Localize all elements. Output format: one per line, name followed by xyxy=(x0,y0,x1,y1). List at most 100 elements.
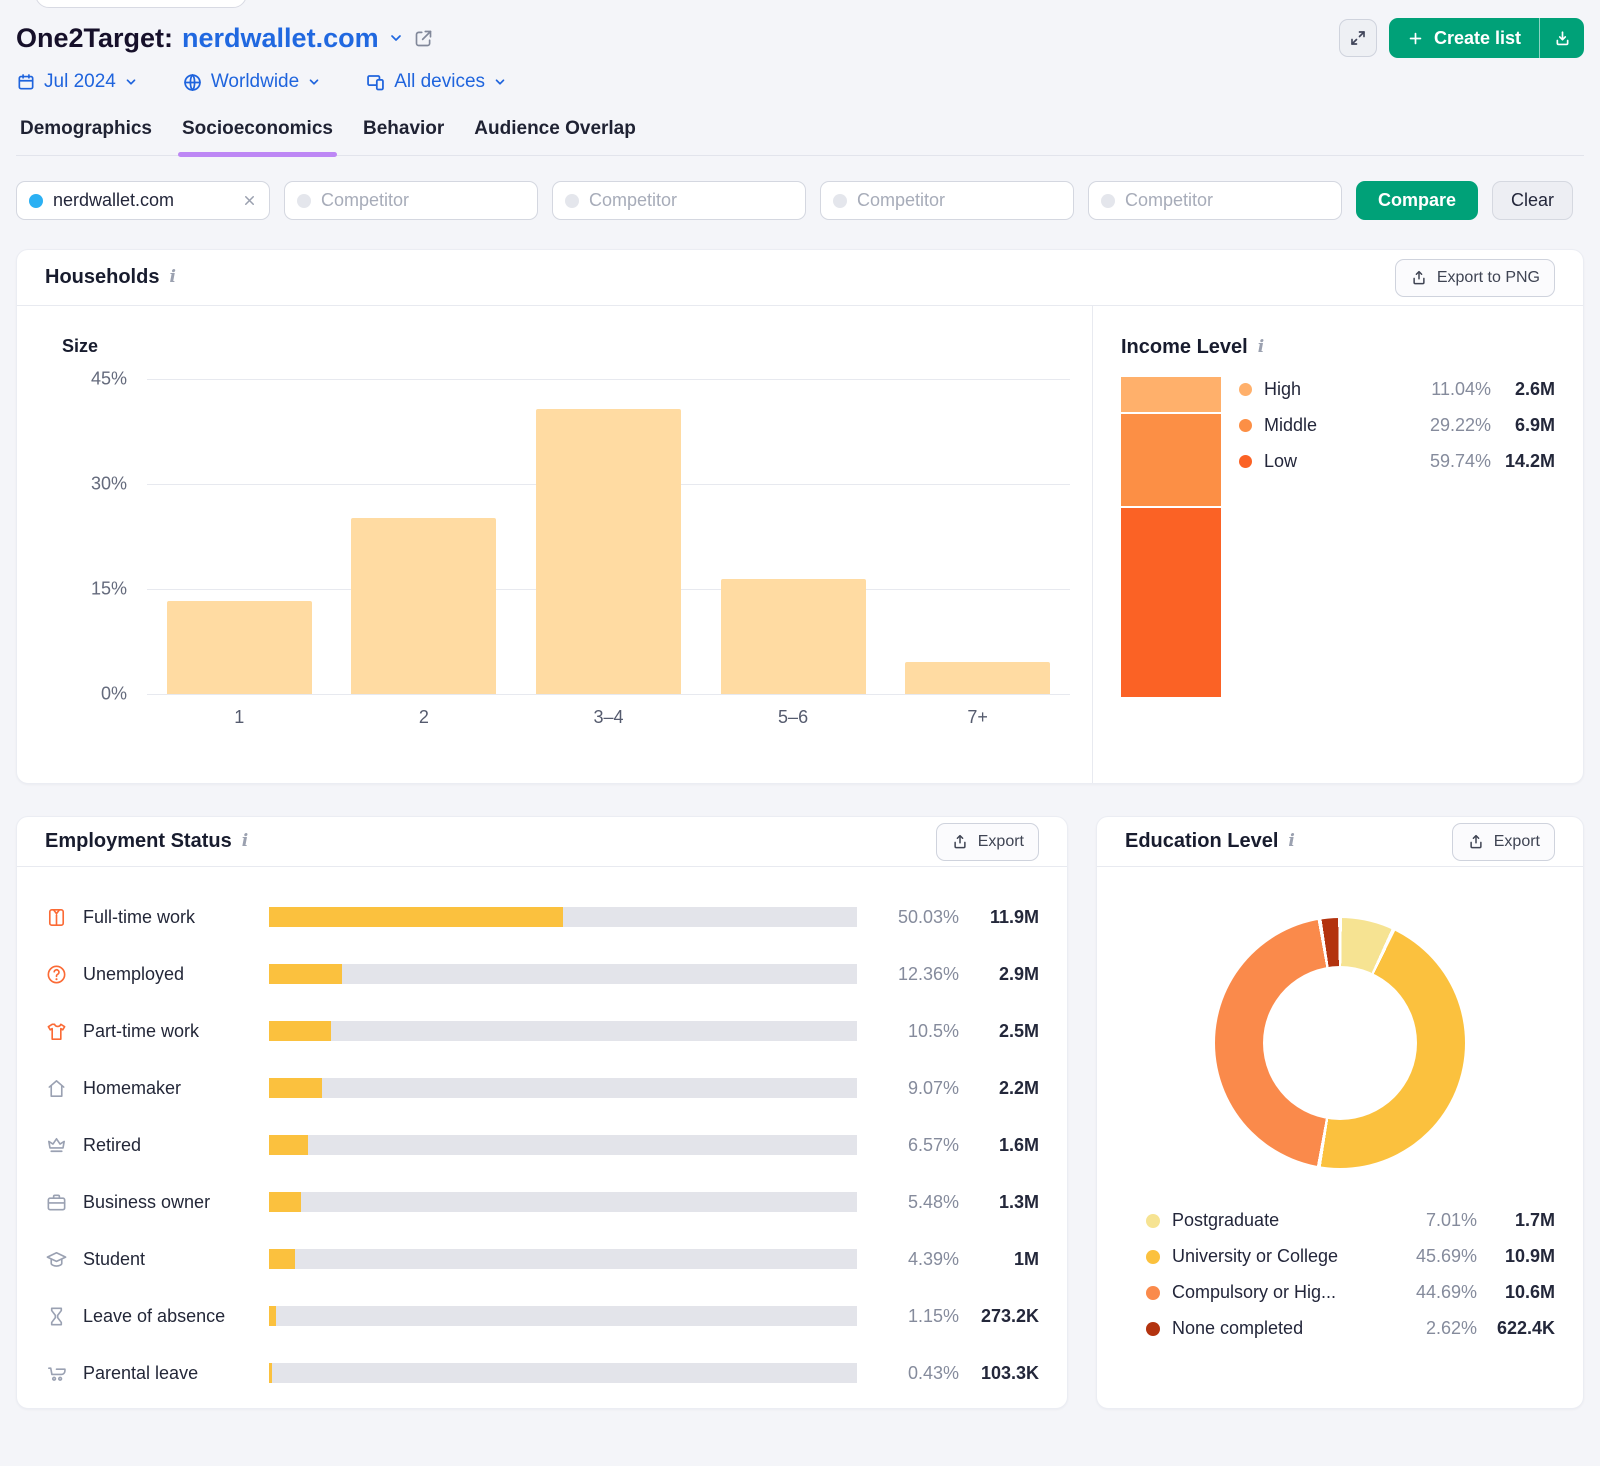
size-bar-2 xyxy=(351,518,496,694)
employment-percent: 6.57% xyxy=(873,1135,959,1156)
size-bar-1 xyxy=(167,601,312,694)
globe-icon xyxy=(182,72,203,93)
competitor-chip-1[interactable] xyxy=(284,181,538,220)
tab-socioeconomics[interactable]: Socioeconomics xyxy=(178,118,337,155)
clear-button[interactable]: Clear xyxy=(1492,181,1573,220)
competitor-input-3[interactable] xyxy=(857,190,1061,211)
competitor-chip-4[interactable] xyxy=(1088,181,1342,220)
employment-percent: 0.43% xyxy=(873,1363,959,1384)
income-title: Income Level xyxy=(1121,336,1248,359)
competitor-dot xyxy=(565,194,579,208)
x-tick-label: 1 xyxy=(147,707,332,728)
region-filter-label: Worldwide xyxy=(211,71,299,93)
download-split-button[interactable] xyxy=(1540,18,1584,58)
devices-filter[interactable]: All devices xyxy=(365,71,507,93)
competitor-dot xyxy=(297,194,311,208)
employment-percent: 4.39% xyxy=(873,1249,959,1270)
graduation-cap-icon xyxy=(45,1248,71,1271)
employment-value: 11.9M xyxy=(959,907,1039,928)
competitor-chip-2[interactable] xyxy=(552,181,806,220)
info-icon[interactable]: i xyxy=(1258,339,1264,356)
income-legend-item: Low59.74%14.2M xyxy=(1239,451,1555,472)
title-prefix: One2Target: xyxy=(16,23,173,54)
employment-bar-track xyxy=(269,1192,857,1212)
legend-value: 6.9M xyxy=(1491,415,1555,436)
employment-percent: 50.03% xyxy=(873,907,959,928)
competitor-chip-3[interactable] xyxy=(820,181,1074,220)
legend-label: Middle xyxy=(1264,415,1419,436)
employment-value: 1M xyxy=(959,1249,1039,1270)
legend-percent: 2.62% xyxy=(1397,1318,1477,1339)
region-filter[interactable]: Worldwide xyxy=(182,71,321,93)
employment-bar-fill xyxy=(269,1363,272,1383)
donut-hole xyxy=(1263,966,1417,1120)
employment-bar-fill xyxy=(269,1249,295,1269)
legend-value: 14.2M xyxy=(1491,451,1555,472)
legend-percent: 59.74% xyxy=(1419,451,1491,472)
close-icon[interactable] xyxy=(242,193,257,208)
employment-row-unemployed: Unemployed12.36%2.9M xyxy=(45,954,1039,994)
employment-percent: 10.5% xyxy=(873,1021,959,1042)
external-link-icon[interactable] xyxy=(413,28,434,49)
size-bar-5–6 xyxy=(721,579,866,694)
compare-button[interactable]: Compare xyxy=(1356,181,1478,220)
date-filter[interactable]: Jul 2024 xyxy=(16,71,138,93)
legend-percent: 7.01% xyxy=(1397,1210,1477,1231)
competitor-dot xyxy=(1101,194,1115,208)
create-list-button[interactable]: Create list xyxy=(1389,18,1584,58)
chevron-down-icon xyxy=(124,75,138,89)
bar-slot xyxy=(516,409,701,694)
calendar-icon xyxy=(16,72,36,92)
export-png-button[interactable]: Export to PNG xyxy=(1395,259,1555,297)
education-legend-item: Postgraduate7.01%1.7M xyxy=(1146,1210,1555,1231)
tab-demographics[interactable]: Demographics xyxy=(16,118,156,155)
competitor-input-4[interactable] xyxy=(1125,190,1329,211)
tab-behavior[interactable]: Behavior xyxy=(359,118,448,155)
x-tick-label: 5–6 xyxy=(701,707,886,728)
export-button[interactable]: Export xyxy=(936,823,1039,861)
employment-label: Part-time work xyxy=(83,1021,269,1042)
info-icon[interactable]: i xyxy=(169,269,175,286)
date-filter-label: Jul 2024 xyxy=(44,71,116,93)
legend-label: Compulsory or Hig... xyxy=(1172,1282,1397,1303)
education-legend: Postgraduate7.01%1.7M University or Colle… xyxy=(1146,1210,1555,1339)
competitor-input-2[interactable] xyxy=(589,190,793,211)
legend-dot xyxy=(1239,419,1252,432)
header: One2Target: nerdwallet.com Create xyxy=(16,0,1584,58)
title-domain[interactable]: nerdwallet.com xyxy=(182,23,379,54)
employment-row-part-time-work: Part-time work 10.5%2.5M xyxy=(45,1011,1039,1051)
y-tick-label: 30% xyxy=(91,474,127,495)
x-tick-label: 3–4 xyxy=(516,707,701,728)
x-tick-label: 2 xyxy=(332,707,517,728)
competitor-input-1[interactable] xyxy=(321,190,525,211)
page-title: One2Target: nerdwallet.com xyxy=(16,23,434,54)
tab-audience-overlap[interactable]: Audience Overlap xyxy=(470,118,640,155)
employment-row-retired: Retired6.57%1.6M xyxy=(45,1125,1039,1165)
employment-value: 2.2M xyxy=(959,1078,1039,1099)
employment-value: 2.5M xyxy=(959,1021,1039,1042)
stroller-icon xyxy=(45,1362,71,1385)
employment-row-homemaker: Homemaker9.07%2.2M xyxy=(45,1068,1039,1108)
employment-row-parental-leave: Parental leave 0.43%103.3K xyxy=(45,1353,1039,1393)
expand-button[interactable] xyxy=(1339,19,1377,57)
info-icon[interactable]: i xyxy=(1288,833,1294,850)
education-title: Education Level xyxy=(1125,830,1278,853)
employment-bar-fill xyxy=(269,907,563,927)
chevron-down-icon[interactable] xyxy=(388,30,404,46)
employment-label: Homemaker xyxy=(83,1078,269,1099)
legend-label: Low xyxy=(1264,451,1419,472)
employment-bar-fill xyxy=(269,1021,331,1041)
info-icon[interactable]: i xyxy=(242,833,248,850)
employment-title: Employment Status xyxy=(45,830,232,853)
education-legend-item: University or College45.69%10.9M xyxy=(1146,1246,1555,1267)
legend-dot xyxy=(1239,383,1252,396)
employment-value: 103.3K xyxy=(959,1363,1039,1384)
plus-icon xyxy=(1407,30,1424,47)
income-legend-item: High11.04%2.6M xyxy=(1239,379,1555,400)
export-button[interactable]: Export xyxy=(1452,823,1555,861)
main-domain-chip[interactable]: nerdwallet.com xyxy=(16,181,270,220)
competitor-dot xyxy=(833,194,847,208)
employment-label: Parental leave xyxy=(83,1363,269,1384)
legend-label: High xyxy=(1264,379,1419,400)
bar-slot xyxy=(701,579,886,694)
